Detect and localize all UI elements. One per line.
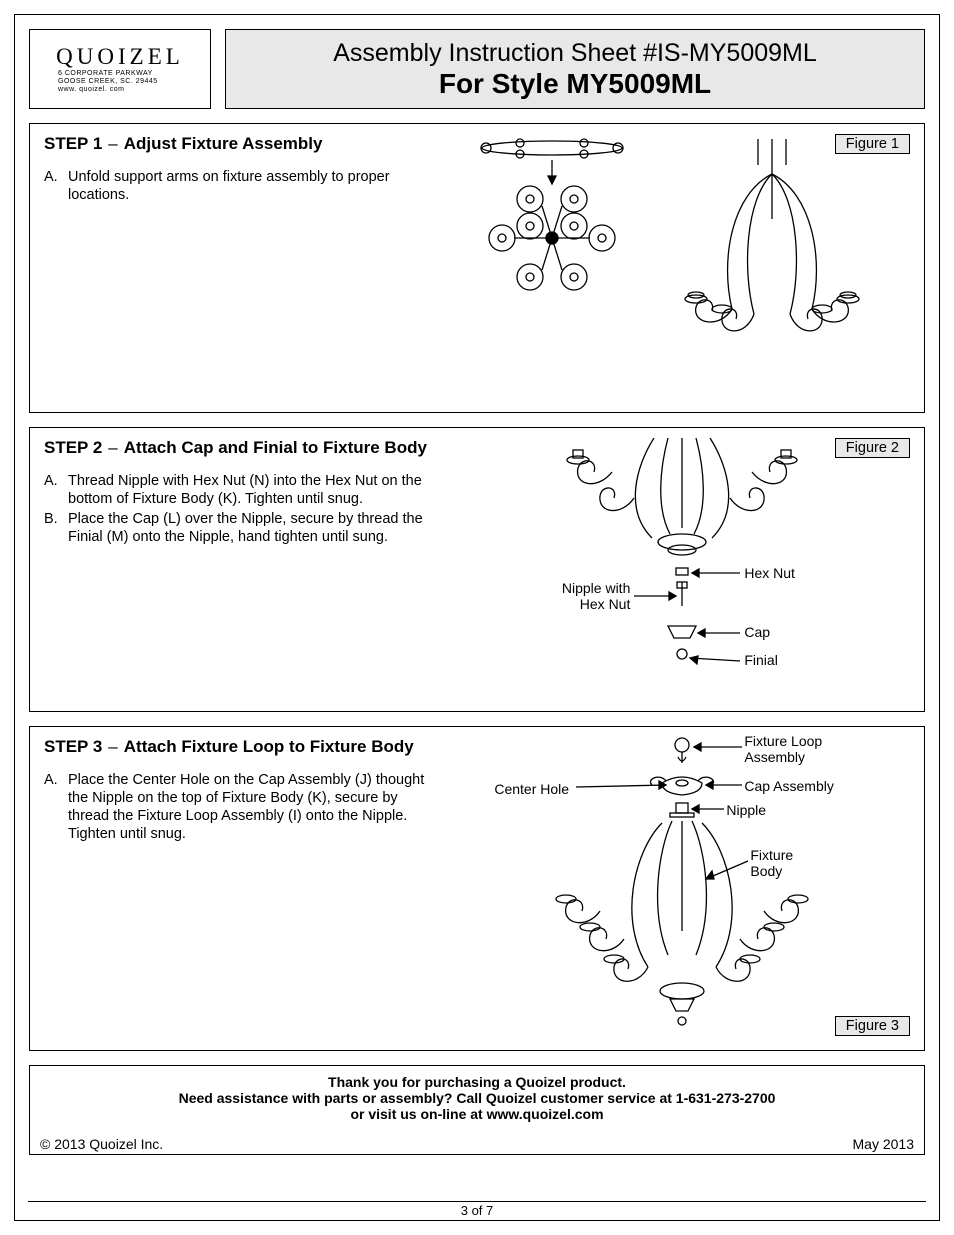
dash: – bbox=[108, 438, 117, 458]
logo-addr-2: GOOSE CREEK, SC. 29445 bbox=[58, 78, 202, 86]
step-2-panel: STEP 2 – Attach Cap and Finial to Fixtur… bbox=[29, 427, 925, 712]
step-2-text: STEP 2 – Attach Cap and Finial to Fixtur… bbox=[44, 438, 442, 697]
step-1-a-label: A. bbox=[44, 168, 60, 204]
step-1-lead: STEP 1 bbox=[44, 134, 102, 154]
footer-thanks-2: Need assistance with parts or assembly? … bbox=[179, 1090, 776, 1106]
title-box: Assembly Instruction Sheet #IS-MY5009ML … bbox=[225, 29, 925, 109]
label-cap: Cap bbox=[744, 624, 770, 640]
title-line-1: Assembly Instruction Sheet #IS-MY5009ML bbox=[333, 39, 817, 68]
step-1-text: STEP 1 – Adjust Fixture Assembly A. Unfo… bbox=[44, 134, 442, 398]
label-fixture-loop: Fixture Loop Assembly bbox=[744, 733, 844, 765]
step-1-diagram bbox=[442, 134, 902, 399]
label-fixture-body: Fixture Body bbox=[750, 847, 810, 879]
step-2-title: STEP 2 – Attach Cap and Finial to Fixtur… bbox=[44, 438, 436, 458]
step-2-diagram bbox=[482, 438, 892, 698]
step-1-name: Adjust Fixture Assembly bbox=[124, 134, 323, 154]
step-2-b-label: B. bbox=[44, 510, 60, 546]
step-1-a-text: Unfold support arms on fixture assembly … bbox=[68, 168, 436, 204]
step-2-b-text: Place the Cap (L) over the Nipple, secur… bbox=[68, 510, 436, 546]
footer-thanks-1: Thank you for purchasing a Quoizel produ… bbox=[328, 1074, 626, 1090]
step-1-title: STEP 1 – Adjust Fixture Assembly bbox=[44, 134, 436, 154]
footer-copyright-text: 2013 Quoizel Inc. bbox=[54, 1136, 163, 1152]
step-1-panel: STEP 1 – Adjust Fixture Assembly A. Unfo… bbox=[29, 123, 925, 413]
step-3-lead: STEP 3 bbox=[44, 737, 102, 757]
label-nipple-hexnut: Nipple with Hex Nut bbox=[550, 580, 630, 612]
step-2-a-label: A. bbox=[44, 472, 60, 508]
step-3-text: STEP 3 – Attach Fixture Loop to Fixture … bbox=[44, 737, 442, 1036]
label-center-hole: Center Hole bbox=[494, 781, 569, 797]
footer-thanks-3: or visit us on-line at www.quoizel.com bbox=[350, 1106, 603, 1122]
step-2-lead: STEP 2 bbox=[44, 438, 102, 458]
step-1-instructions: A. Unfold support arms on fixture assemb… bbox=[44, 168, 436, 204]
logo-addr-3: www. quoizel. com bbox=[58, 86, 202, 94]
step-3-diagram bbox=[452, 731, 912, 1046]
dash: – bbox=[108, 134, 117, 154]
label-nipple: Nipple bbox=[726, 802, 766, 818]
footer-date: May 2013 bbox=[853, 1136, 914, 1152]
step-2-instructions: A. Thread Nipple with Hex Nut (N) into t… bbox=[44, 472, 436, 547]
step-3-a-label: A. bbox=[44, 771, 60, 844]
step-2-name: Attach Cap and Finial to Fixture Body bbox=[124, 438, 427, 458]
step-3-instructions: A. Place the Center Hole on the Cap Asse… bbox=[44, 771, 436, 844]
step-1-figure: Figure 1 bbox=[442, 134, 910, 398]
page-number: 3 of 7 bbox=[28, 1201, 926, 1218]
label-cap-assembly: Cap Assembly bbox=[744, 778, 833, 794]
step-3-figure: Figure 3 bbox=[442, 737, 910, 1036]
logo-addr-1: 6 CORPORATE PARKWAY bbox=[58, 70, 202, 78]
header: QUOIZEL 6 CORPORATE PARKWAY GOOSE CREEK,… bbox=[29, 29, 925, 109]
logo-box: QUOIZEL 6 CORPORATE PARKWAY GOOSE CREEK,… bbox=[29, 29, 211, 109]
step-2-figure: Figure 2 bbox=[442, 438, 910, 697]
step-2-a-text: Thread Nipple with Hex Nut (N) into the … bbox=[68, 472, 436, 508]
footer-copyright: © 2013 Quoizel Inc. bbox=[40, 1136, 163, 1152]
step-3-title: STEP 3 – Attach Fixture Loop to Fixture … bbox=[44, 737, 436, 757]
logo-address: 6 CORPORATE PARKWAY GOOSE CREEK, SC. 294… bbox=[38, 70, 202, 94]
label-hexnut: Hex Nut bbox=[744, 565, 795, 581]
dash: – bbox=[108, 737, 117, 757]
label-finial: Finial bbox=[744, 652, 777, 668]
logo-name: QUOIZEL bbox=[56, 44, 184, 70]
step-3-name: Attach Fixture Loop to Fixture Body bbox=[124, 737, 414, 757]
page: QUOIZEL 6 CORPORATE PARKWAY GOOSE CREEK,… bbox=[14, 14, 940, 1221]
footer-box: Thank you for purchasing a Quoizel produ… bbox=[29, 1065, 925, 1155]
step-3-panel: STEP 3 – Attach Fixture Loop to Fixture … bbox=[29, 726, 925, 1051]
title-line-2: For Style MY5009ML bbox=[439, 68, 711, 100]
step-3-a-text: Place the Center Hole on the Cap Assembl… bbox=[68, 771, 436, 844]
